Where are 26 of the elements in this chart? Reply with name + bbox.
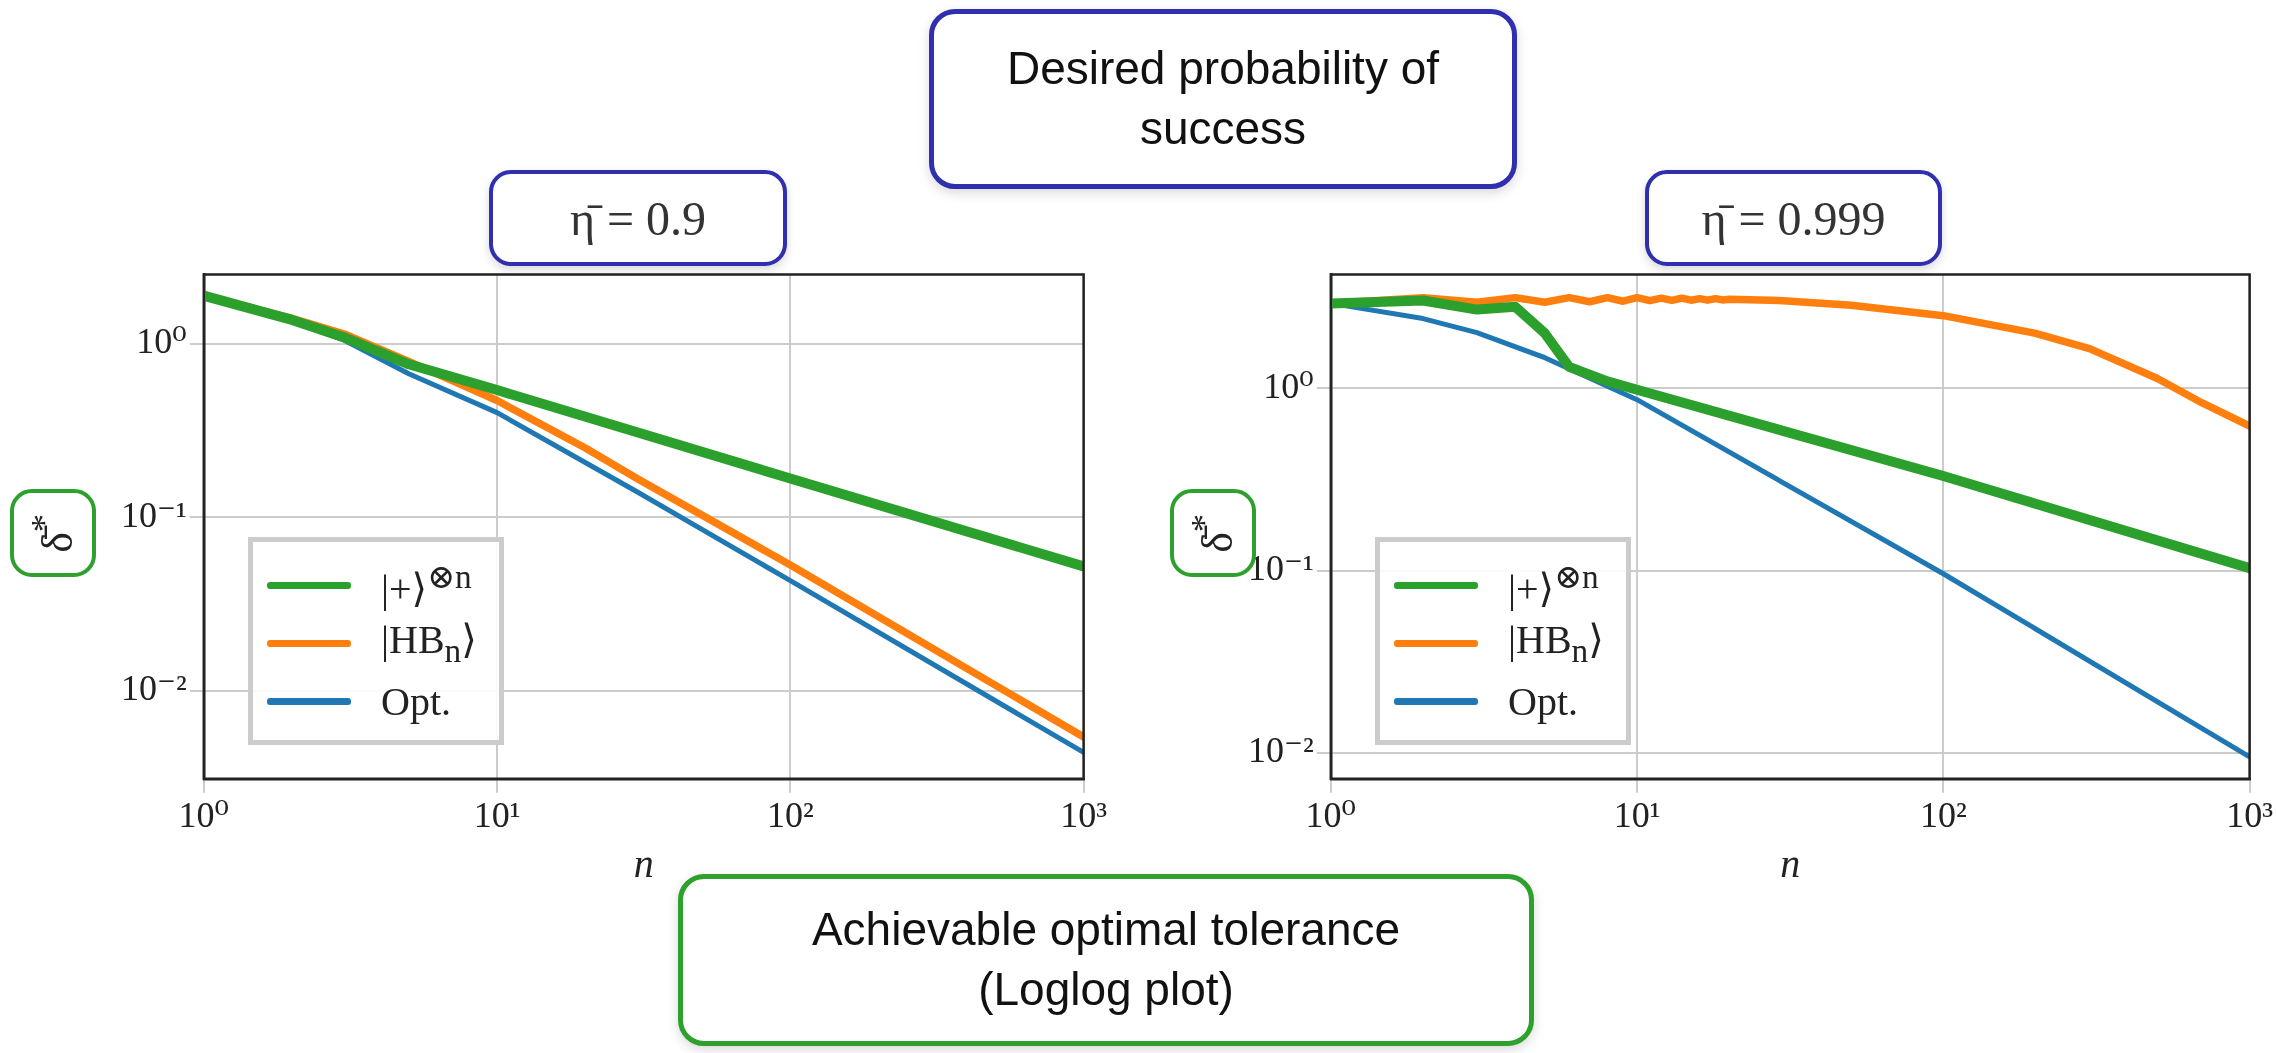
chart-title: η̄ = 0.9 bbox=[569, 190, 707, 246]
x-axis-title: n bbox=[1780, 840, 1801, 886]
y-tick-label: 10⁰ bbox=[136, 321, 187, 362]
legend-label: |HB$_{n}$⟩ bbox=[1508, 616, 1604, 670]
legend-label: Opt. bbox=[381, 677, 451, 725]
x-tick-label: 10³ bbox=[2226, 794, 2274, 835]
legend-label: |+⟩$^{⊗n}$ bbox=[1508, 557, 1599, 613]
y-tick-label: 10⁰ bbox=[1263, 365, 1314, 406]
x-axis-title: n bbox=[633, 840, 654, 886]
y-tick-label: 10⁻² bbox=[121, 668, 187, 709]
legend-label: |HB$_{n}$⟩ bbox=[381, 616, 477, 670]
x-tick-label: 10³ bbox=[1060, 794, 1108, 835]
y-tick-label: 10⁻² bbox=[1248, 730, 1314, 771]
legend-label: Opt. bbox=[1508, 677, 1578, 725]
x-tick-label: 10¹ bbox=[1613, 794, 1661, 835]
x-tick-label: 10¹ bbox=[473, 794, 521, 835]
text: Desired probability of success bbox=[1005, 41, 1441, 156]
chart-title: η̄ = 0.999 bbox=[1701, 190, 1886, 246]
x-tick-label: 10² bbox=[766, 794, 814, 835]
x-tick-label: 10² bbox=[1919, 794, 1967, 835]
x-tick-label: 10⁰ bbox=[178, 794, 230, 835]
legend-label: |+⟩$^{⊗n}$ bbox=[381, 557, 472, 613]
y-tick-label: 10⁻¹ bbox=[121, 494, 187, 535]
y-tick-label: 10⁻¹ bbox=[1248, 547, 1314, 588]
x-tick-label: 10⁰ bbox=[1305, 794, 1357, 835]
text: Achievable optimal tolerance (Loglog plot) bbox=[810, 902, 1402, 1017]
